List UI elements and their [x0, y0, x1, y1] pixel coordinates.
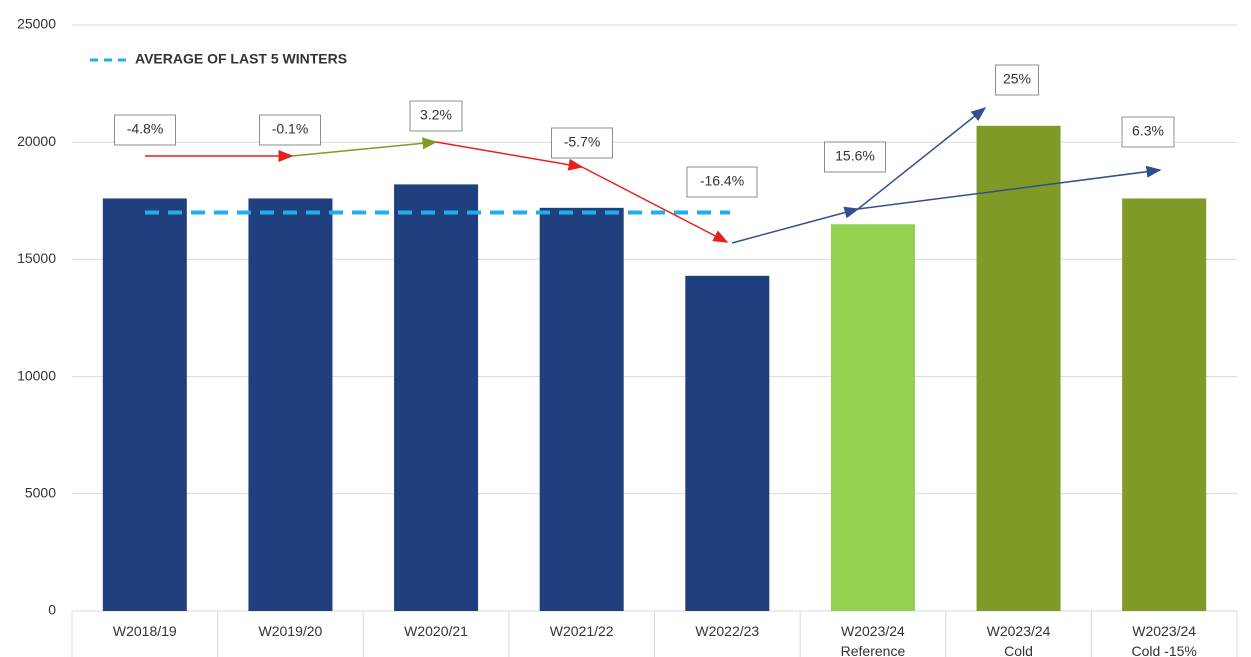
- annotation-box: [551, 127, 613, 159]
- x-tick-label: W2022/23: [695, 623, 759, 639]
- annotation-box: [995, 64, 1039, 96]
- annotation-label: -16.4%: [700, 173, 744, 189]
- annotation-label: -0.1%: [272, 121, 309, 137]
- annotation-label: -4.8%: [127, 121, 164, 137]
- bar: [102, 198, 187, 611]
- annotation-box: [686, 166, 758, 198]
- bar: [248, 198, 333, 611]
- annotation-label: 6.3%: [1132, 123, 1164, 139]
- bar: [539, 207, 624, 611]
- annotation-label: 25%: [1003, 71, 1031, 87]
- annotation-label: 15.6%: [835, 148, 875, 164]
- annotation-label: -5.7%: [564, 134, 601, 150]
- bar: [976, 125, 1061, 612]
- y-tick-label: 0: [48, 602, 56, 618]
- y-tick-label: 15000: [17, 250, 56, 266]
- legend-label: AVERAGE OF LAST 5 WINTERS: [135, 51, 347, 67]
- x-tick-label: W2023/24 Reference: [841, 623, 906, 657]
- x-tick-label: W2023/24 Cold: [987, 623, 1051, 657]
- x-tick-label: W2023/24 Cold -15%: [1132, 623, 1197, 657]
- y-tick-label: 20000: [17, 133, 56, 149]
- x-tick-label: W2019/20: [259, 623, 323, 639]
- x-tick-label: W2020/21: [404, 623, 468, 639]
- y-tick-label: 10000: [17, 367, 56, 383]
- trend-arrows: [145, 107, 1162, 244]
- annotation-box: [114, 114, 176, 146]
- x-tick-label: W2021/22: [550, 623, 614, 639]
- annotation-box: [1121, 116, 1175, 148]
- annotation-box: [259, 114, 321, 146]
- x-tick-label: W2018/19: [113, 623, 177, 639]
- annotation-box: [409, 100, 463, 132]
- annotation-box: [824, 141, 886, 173]
- y-tick-label: 25000: [17, 16, 56, 32]
- y-tick-label: 5000: [25, 485, 56, 501]
- bar: [830, 224, 915, 612]
- bar: [394, 184, 479, 611]
- annotation-label: 3.2%: [420, 107, 452, 123]
- bar: [685, 275, 770, 611]
- bar: [1122, 198, 1207, 611]
